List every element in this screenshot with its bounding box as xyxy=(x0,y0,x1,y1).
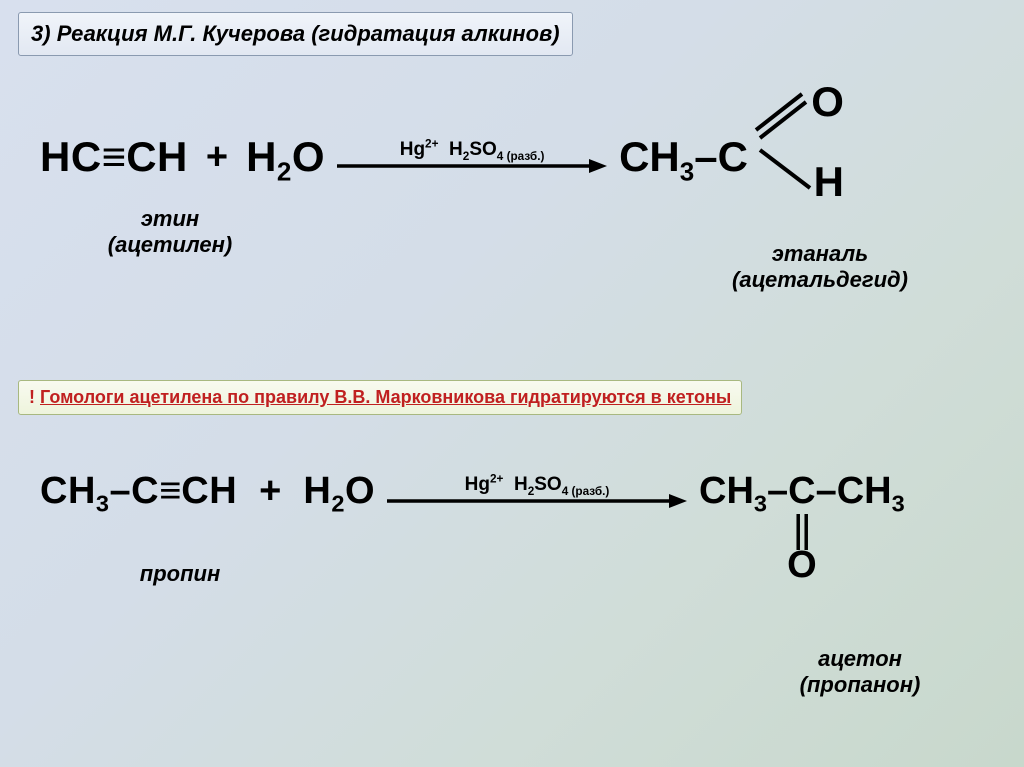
plus-icon: + xyxy=(206,136,228,179)
caption-acetone: ацетон (пропанон) xyxy=(740,646,980,698)
product-acetone: CH3–C–CH3 O xyxy=(699,470,905,513)
hg-charge: 2+ xyxy=(490,472,503,485)
ch3c-text: CH3–C xyxy=(619,133,748,181)
bond-dash: – xyxy=(110,470,132,512)
aldehyde-group: O H xyxy=(754,84,844,194)
caption-line: (пропанон) xyxy=(740,672,980,698)
ch-text: CH xyxy=(181,470,237,512)
sub-3: 3 xyxy=(892,491,905,517)
ch-text: CH xyxy=(837,470,892,512)
ketone-group: O xyxy=(787,514,817,587)
reaction-2: CH3–C≡CH + H2O Hg2+ H2SO4 (разб.) CH3–C–… xyxy=(40,470,984,513)
caption-ethyne: этин (ацетилен) xyxy=(70,206,270,258)
sub-3: 3 xyxy=(680,156,694,186)
o-text: O xyxy=(292,133,325,180)
ch-text: CH xyxy=(40,470,96,512)
caption-line: этин xyxy=(70,206,270,232)
reaction-1: HC≡CH + H2O Hg2+ H2SO4 (разб.) CH3–C xyxy=(40,120,984,194)
caption-line: (ацетальдегид) xyxy=(690,267,950,293)
ch-text: CH xyxy=(126,133,188,180)
arrow-icon xyxy=(337,157,607,175)
sub-2: 2 xyxy=(331,491,345,517)
h-text: H xyxy=(246,133,277,180)
reaction-2-equation: CH3–C≡CH + H2O Hg2+ H2SO4 (разб.) CH3–C–… xyxy=(40,470,984,513)
reactant-water: H2O xyxy=(246,133,325,181)
product-acetaldehyde: CH3–C O H xyxy=(619,120,844,194)
hc-text: HC xyxy=(40,133,102,180)
caption-ethanal: этаналь (ацетальдегид) xyxy=(690,241,950,293)
reaction-1-equation: HC≡CH + H2O Hg2+ H2SO4 (разб.) CH3–C xyxy=(40,120,984,194)
caption-line: (ацетилен) xyxy=(70,232,270,258)
h-text: H xyxy=(814,158,844,206)
section-header: 3) Реакция М.Г. Кучерова (гидратация алк… xyxy=(18,12,573,56)
sub-3: 3 xyxy=(754,491,767,517)
reactant-propyne: CH3–C≡CH xyxy=(40,470,237,513)
caption-propyne: пропин xyxy=(100,561,260,587)
reaction-arrow: Hg2+ H2SO4 (разб.) xyxy=(337,139,607,175)
ch-text: CH xyxy=(619,133,680,180)
o-text: O xyxy=(811,78,844,126)
acetone-backbone: CH3–C–CH3 xyxy=(699,470,905,512)
reactant-acetylene: HC≡CH xyxy=(40,133,188,181)
c-text: C xyxy=(131,470,159,512)
h-text: H xyxy=(303,470,331,512)
c-text: C xyxy=(788,470,815,512)
reaction-arrow: Hg2+ H2SO4 (разб.) xyxy=(387,474,687,510)
hg-charge: 2+ xyxy=(425,138,438,151)
o-text: O xyxy=(787,544,817,587)
triple-bond-icon: ≡ xyxy=(102,133,127,180)
bond-dash: – xyxy=(767,470,788,512)
note-underlined: Гомологи ацетилена по правилу В.В. Марко… xyxy=(40,387,731,407)
plus-icon: + xyxy=(259,470,281,513)
reactant-water: H2O xyxy=(303,470,375,513)
bond-dash: – xyxy=(816,470,837,512)
header-title: Реакция М.Г. Кучерова (гидратация алкино… xyxy=(57,21,560,46)
sub-3: 3 xyxy=(96,491,110,517)
o-text: O xyxy=(345,470,375,512)
markovnikov-note: ! Гомологи ацетилена по правилу В.В. Мар… xyxy=(18,380,742,415)
sub-2: 2 xyxy=(277,156,292,186)
ch-text: CH xyxy=(699,470,754,512)
section-header-text: 3) Реакция М.Г. Кучерова (гидратация алк… xyxy=(31,21,560,46)
caption-line: этаналь xyxy=(690,241,950,267)
note-text: ! Гомологи ацетилена по правилу В.В. Мар… xyxy=(29,387,731,407)
caption-line: пропин xyxy=(100,561,260,587)
bond-dash: – xyxy=(694,133,717,180)
bang-icon: ! xyxy=(29,387,35,407)
caption-line: ацетон xyxy=(740,646,980,672)
header-number: 3) xyxy=(31,21,51,46)
c-text: C xyxy=(718,133,748,180)
arrow-icon xyxy=(387,492,687,510)
triple-bond-icon: ≡ xyxy=(159,470,181,512)
